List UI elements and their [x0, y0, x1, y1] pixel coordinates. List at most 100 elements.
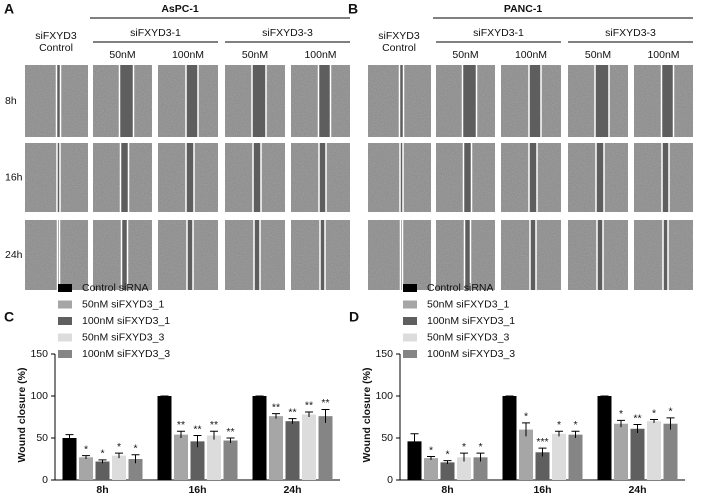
significance: * [524, 411, 528, 423]
bar [519, 429, 533, 480]
significance: * [133, 443, 137, 455]
micrograph [25, 220, 88, 290]
wound-gap [318, 65, 331, 137]
micrograph [25, 65, 88, 137]
bar [302, 414, 316, 480]
y-tick-label: 100 [375, 390, 393, 402]
micrograph [291, 65, 350, 137]
micrograph [368, 143, 431, 212]
significance: ** [210, 419, 218, 431]
error-bar [65, 434, 74, 442]
significance: ** [633, 412, 641, 424]
micrograph-texture [368, 220, 431, 290]
legend-swatch [403, 333, 417, 342]
bar [318, 416, 333, 480]
micrograph [501, 220, 561, 290]
control-label: Control [382, 42, 416, 54]
wound-gap [253, 143, 261, 212]
cell-line-title: AsPC-1 [161, 3, 199, 15]
significance: * [573, 419, 577, 431]
significance: * [462, 441, 466, 453]
error-bar [82, 455, 90, 459]
significance: * [652, 407, 656, 419]
error-bar [650, 419, 658, 423]
micrograph [436, 65, 495, 137]
wound-gap [400, 220, 403, 290]
wound-gap [187, 220, 193, 290]
legend-swatch [58, 350, 72, 358]
dose-label: 50nM [452, 49, 478, 61]
wound-gap [529, 65, 541, 137]
wound-gap [120, 143, 129, 212]
wound-gap [663, 220, 668, 290]
significance: * [84, 443, 88, 455]
significance: ** [272, 401, 280, 413]
control-label: Control [39, 42, 73, 54]
cell-line-title: PANC-1 [504, 3, 542, 15]
y-tick-label: 100 [30, 390, 48, 402]
wound-gap [661, 65, 674, 137]
y-tick-label: 150 [30, 348, 48, 360]
bar [663, 423, 678, 480]
bar [457, 457, 471, 480]
legend-label: 50nM siFXYD3_1 [82, 298, 164, 310]
bar [252, 396, 267, 480]
wound-gap [463, 143, 472, 212]
wound-gap [319, 143, 326, 212]
wound-gap [186, 65, 198, 137]
micrograph [225, 220, 285, 290]
significance: * [557, 419, 561, 431]
bar [424, 458, 438, 480]
panel-letter: C [4, 309, 14, 325]
bar [597, 396, 612, 480]
bar [502, 396, 517, 480]
dose-label: 100nM [515, 49, 547, 61]
wound-gap [529, 143, 537, 212]
bar [157, 396, 172, 480]
bar [552, 433, 566, 480]
group-label: siFXYD3-1 [130, 27, 181, 39]
y-tick-label: 0 [42, 474, 48, 486]
dose-label: 50nM [109, 49, 135, 61]
time-label: 16h [5, 171, 23, 183]
error-bar [193, 434, 202, 448]
error-bar [98, 459, 107, 464]
legend-swatch [58, 284, 72, 292]
dose-label: 100nM [647, 49, 679, 61]
legend-swatch [58, 317, 72, 325]
y-tick-label: 50 [381, 432, 393, 444]
time-label: 24h [5, 249, 23, 261]
error-bar [460, 452, 468, 462]
bar [535, 452, 550, 480]
bar [223, 440, 238, 480]
legend-label: 100nM siFXYD3_1 [82, 315, 170, 327]
legend-label: 100nM siFXYD3_3 [427, 348, 515, 360]
dose-label: 50nM [242, 49, 268, 61]
error-bar [210, 430, 218, 440]
control-label: siFXYD3 [35, 30, 77, 42]
wound-gap [254, 220, 260, 290]
y-tick-label: 150 [375, 348, 393, 360]
error-bar [522, 422, 530, 437]
error-bar [476, 452, 485, 462]
wound-gap [464, 220, 471, 290]
error-bar [272, 413, 280, 419]
error-bar [177, 430, 185, 438]
y-axis-label: Wound closure (%) [16, 368, 28, 463]
bar [407, 441, 422, 480]
legend-label: 50nM siFXYD3_3 [427, 331, 509, 343]
micrograph [436, 220, 495, 290]
micrograph [158, 220, 218, 290]
error-bar [571, 430, 580, 438]
wound-gap [399, 65, 404, 137]
wound-gap [252, 65, 266, 137]
legend-label: 50nM siFXYD3_1 [427, 298, 509, 310]
bar [174, 434, 188, 480]
significance: * [668, 406, 672, 418]
x-tick-label: 8h [96, 484, 108, 496]
legend-label: Control siRNA [427, 282, 494, 294]
bar [614, 423, 628, 480]
micrograph [158, 65, 218, 137]
significance: * [445, 448, 449, 460]
